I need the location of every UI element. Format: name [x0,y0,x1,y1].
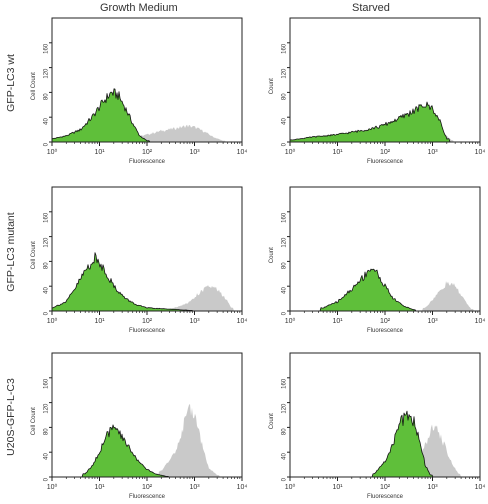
x-tick-label: 10² [142,149,153,156]
y-tick-label: 80 [282,428,288,435]
x-tick-label: 10⁴ [237,318,248,325]
y-axis-label: Cell Count [31,72,37,100]
x-tick-label: 10² [380,149,391,156]
histogram-gray-series [52,404,242,477]
x-tick-label: 10⁰ [285,317,296,325]
x-tick-label: 10⁴ [237,484,248,491]
y-tick-label: 160 [44,43,50,54]
column-title-starved: Starved [352,2,390,14]
x-tick-label: 10³ [427,318,438,325]
x-axis-label: Fluorescence [129,159,166,165]
x-axis-label: Fluorescence [367,494,404,500]
y-tick-label: 160 [282,378,288,389]
x-tick-label: 10¹ [94,484,105,491]
y-tick-label: 40 [282,453,288,460]
y-tick-label: 120 [282,237,288,248]
x-tick-label: 10¹ [332,318,343,325]
y-tick-label: 120 [44,403,50,414]
x-tick-label: 10⁴ [475,318,486,325]
y-tick-label: 80 [44,428,50,435]
y-tick-label: 160 [282,212,288,223]
y-axis-label: Count [269,413,275,429]
y-tick-label: 40 [44,453,50,460]
x-tick-label: 10² [142,484,153,491]
x-axis-label: Fluorescence [129,328,166,334]
y-tick-label: 40 [282,287,288,294]
x-tick-label: 10² [142,318,153,325]
y-tick-label: 120 [44,237,50,248]
x-tick-label: 10⁰ [47,483,58,491]
histogram-gray-series [290,281,480,311]
y-tick-label: 80 [282,93,288,100]
y-tick-label: 120 [44,68,50,79]
x-tick-label: 10⁰ [47,317,58,325]
x-tick-label: 10³ [189,484,200,491]
y-tick-label: 160 [44,212,50,223]
y-tick-label: 0 [282,142,288,146]
x-tick-label: 10⁰ [285,148,296,156]
histogram-gray-series [52,124,242,142]
x-tick-label: 10¹ [332,484,343,491]
y-axis-label: Count [269,247,275,263]
x-axis-label: Fluorescence [367,159,404,165]
histogram-gray-series [290,424,480,477]
x-tick-label: 10⁴ [475,484,486,491]
x-tick-label: 10² [380,318,391,325]
histogram-green-series [289,101,481,143]
y-axis-label: Count [269,78,275,94]
histogram-gray-series [52,285,242,311]
y-tick-label: 80 [44,262,50,269]
y-axis-label: Cell Count [31,407,37,435]
x-tick-label: 10³ [427,484,438,491]
y-tick-label: 0 [44,142,50,146]
x-tick-label: 10⁴ [475,149,486,156]
x-axis-label: Fluorescence [367,328,404,334]
y-tick-label: 160 [44,378,50,389]
y-tick-label: 0 [44,311,50,315]
x-tick-label: 10⁰ [47,148,58,156]
x-axis-label: Fluorescence [129,494,166,500]
x-tick-label: 10³ [189,318,200,325]
y-tick-label: 80 [44,93,50,100]
x-tick-label: 10⁰ [285,483,296,491]
y-tick-label: 120 [282,68,288,79]
y-axis-label: Cell Count [31,241,37,269]
y-tick-label: 40 [44,287,50,294]
y-tick-label: 40 [44,118,50,125]
x-tick-label: 10³ [189,149,200,156]
plot-frame [289,352,481,478]
y-tick-label: 80 [282,262,288,269]
x-tick-label: 10² [380,484,391,491]
x-tick-label: 10³ [427,149,438,156]
x-tick-label: 10¹ [332,149,343,156]
y-tick-label: 160 [282,43,288,54]
y-tick-label: 0 [282,477,288,481]
y-tick-label: 40 [282,118,288,125]
y-tick-label: 0 [282,311,288,315]
x-tick-label: 10¹ [94,149,105,156]
x-tick-label: 10⁴ [237,149,248,156]
y-tick-label: 0 [44,477,50,481]
y-tick-label: 120 [282,403,288,414]
column-title-growth-medium: Growth Medium [100,2,178,14]
x-tick-label: 10¹ [94,318,105,325]
